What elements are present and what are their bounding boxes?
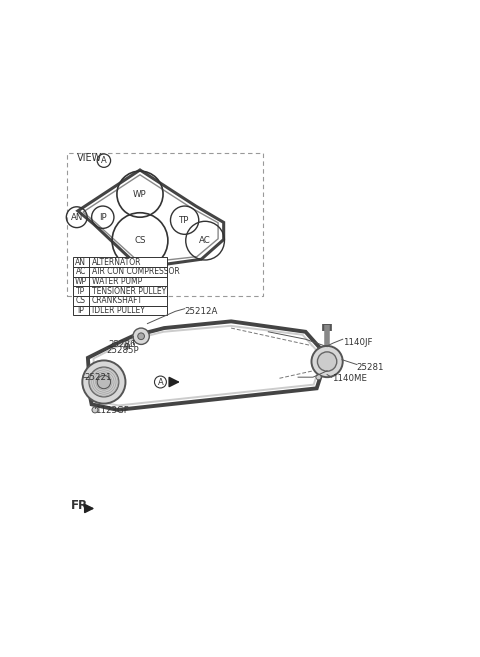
Circle shape xyxy=(317,352,337,371)
Bar xyxy=(73,267,167,277)
Circle shape xyxy=(316,374,321,380)
Text: 25212A: 25212A xyxy=(185,307,218,316)
Text: 25281: 25281 xyxy=(357,363,384,372)
Text: TP: TP xyxy=(76,286,85,296)
Text: 25285P: 25285P xyxy=(107,346,139,355)
Text: A: A xyxy=(157,378,163,386)
Bar xyxy=(73,277,167,286)
Text: 25221: 25221 xyxy=(84,373,112,382)
Circle shape xyxy=(97,375,110,389)
Text: CS: CS xyxy=(76,296,86,306)
Circle shape xyxy=(92,407,98,413)
Text: AN: AN xyxy=(71,213,83,221)
Circle shape xyxy=(83,361,125,403)
Text: CRANKSHAFT: CRANKSHAFT xyxy=(92,296,143,306)
Text: AC: AC xyxy=(199,236,211,245)
Text: 1140ME: 1140ME xyxy=(332,374,367,383)
Text: A: A xyxy=(101,156,107,165)
Text: AC: AC xyxy=(76,267,86,277)
Text: TENSIONER PULLEY: TENSIONER PULLEY xyxy=(92,286,166,296)
Circle shape xyxy=(312,346,343,377)
Circle shape xyxy=(138,333,144,340)
Bar xyxy=(73,258,167,267)
Bar xyxy=(73,286,167,296)
Text: 1140JF: 1140JF xyxy=(343,338,372,347)
Text: IDLER PULLEY: IDLER PULLEY xyxy=(92,306,144,315)
Bar xyxy=(73,296,167,306)
Text: VIEW: VIEW xyxy=(77,154,102,164)
Text: FR.: FR. xyxy=(71,499,93,512)
Text: ALTERNATOR: ALTERNATOR xyxy=(92,258,141,267)
Circle shape xyxy=(133,328,149,344)
Bar xyxy=(73,306,167,315)
Text: AN: AN xyxy=(75,258,86,267)
Text: 25286: 25286 xyxy=(108,340,136,350)
Circle shape xyxy=(89,367,119,397)
Text: IP: IP xyxy=(77,306,84,315)
Text: WP: WP xyxy=(133,190,147,198)
Bar xyxy=(67,153,263,296)
Circle shape xyxy=(124,344,130,348)
Text: 1123GF: 1123GF xyxy=(96,406,129,415)
Text: CS: CS xyxy=(134,236,146,245)
Text: WP: WP xyxy=(75,277,87,286)
Text: TP: TP xyxy=(180,215,190,225)
Text: WATER PUMP: WATER PUMP xyxy=(92,277,142,286)
Text: IP: IP xyxy=(99,213,107,221)
Text: AIR CON COMPRESSOR: AIR CON COMPRESSOR xyxy=(92,267,180,277)
